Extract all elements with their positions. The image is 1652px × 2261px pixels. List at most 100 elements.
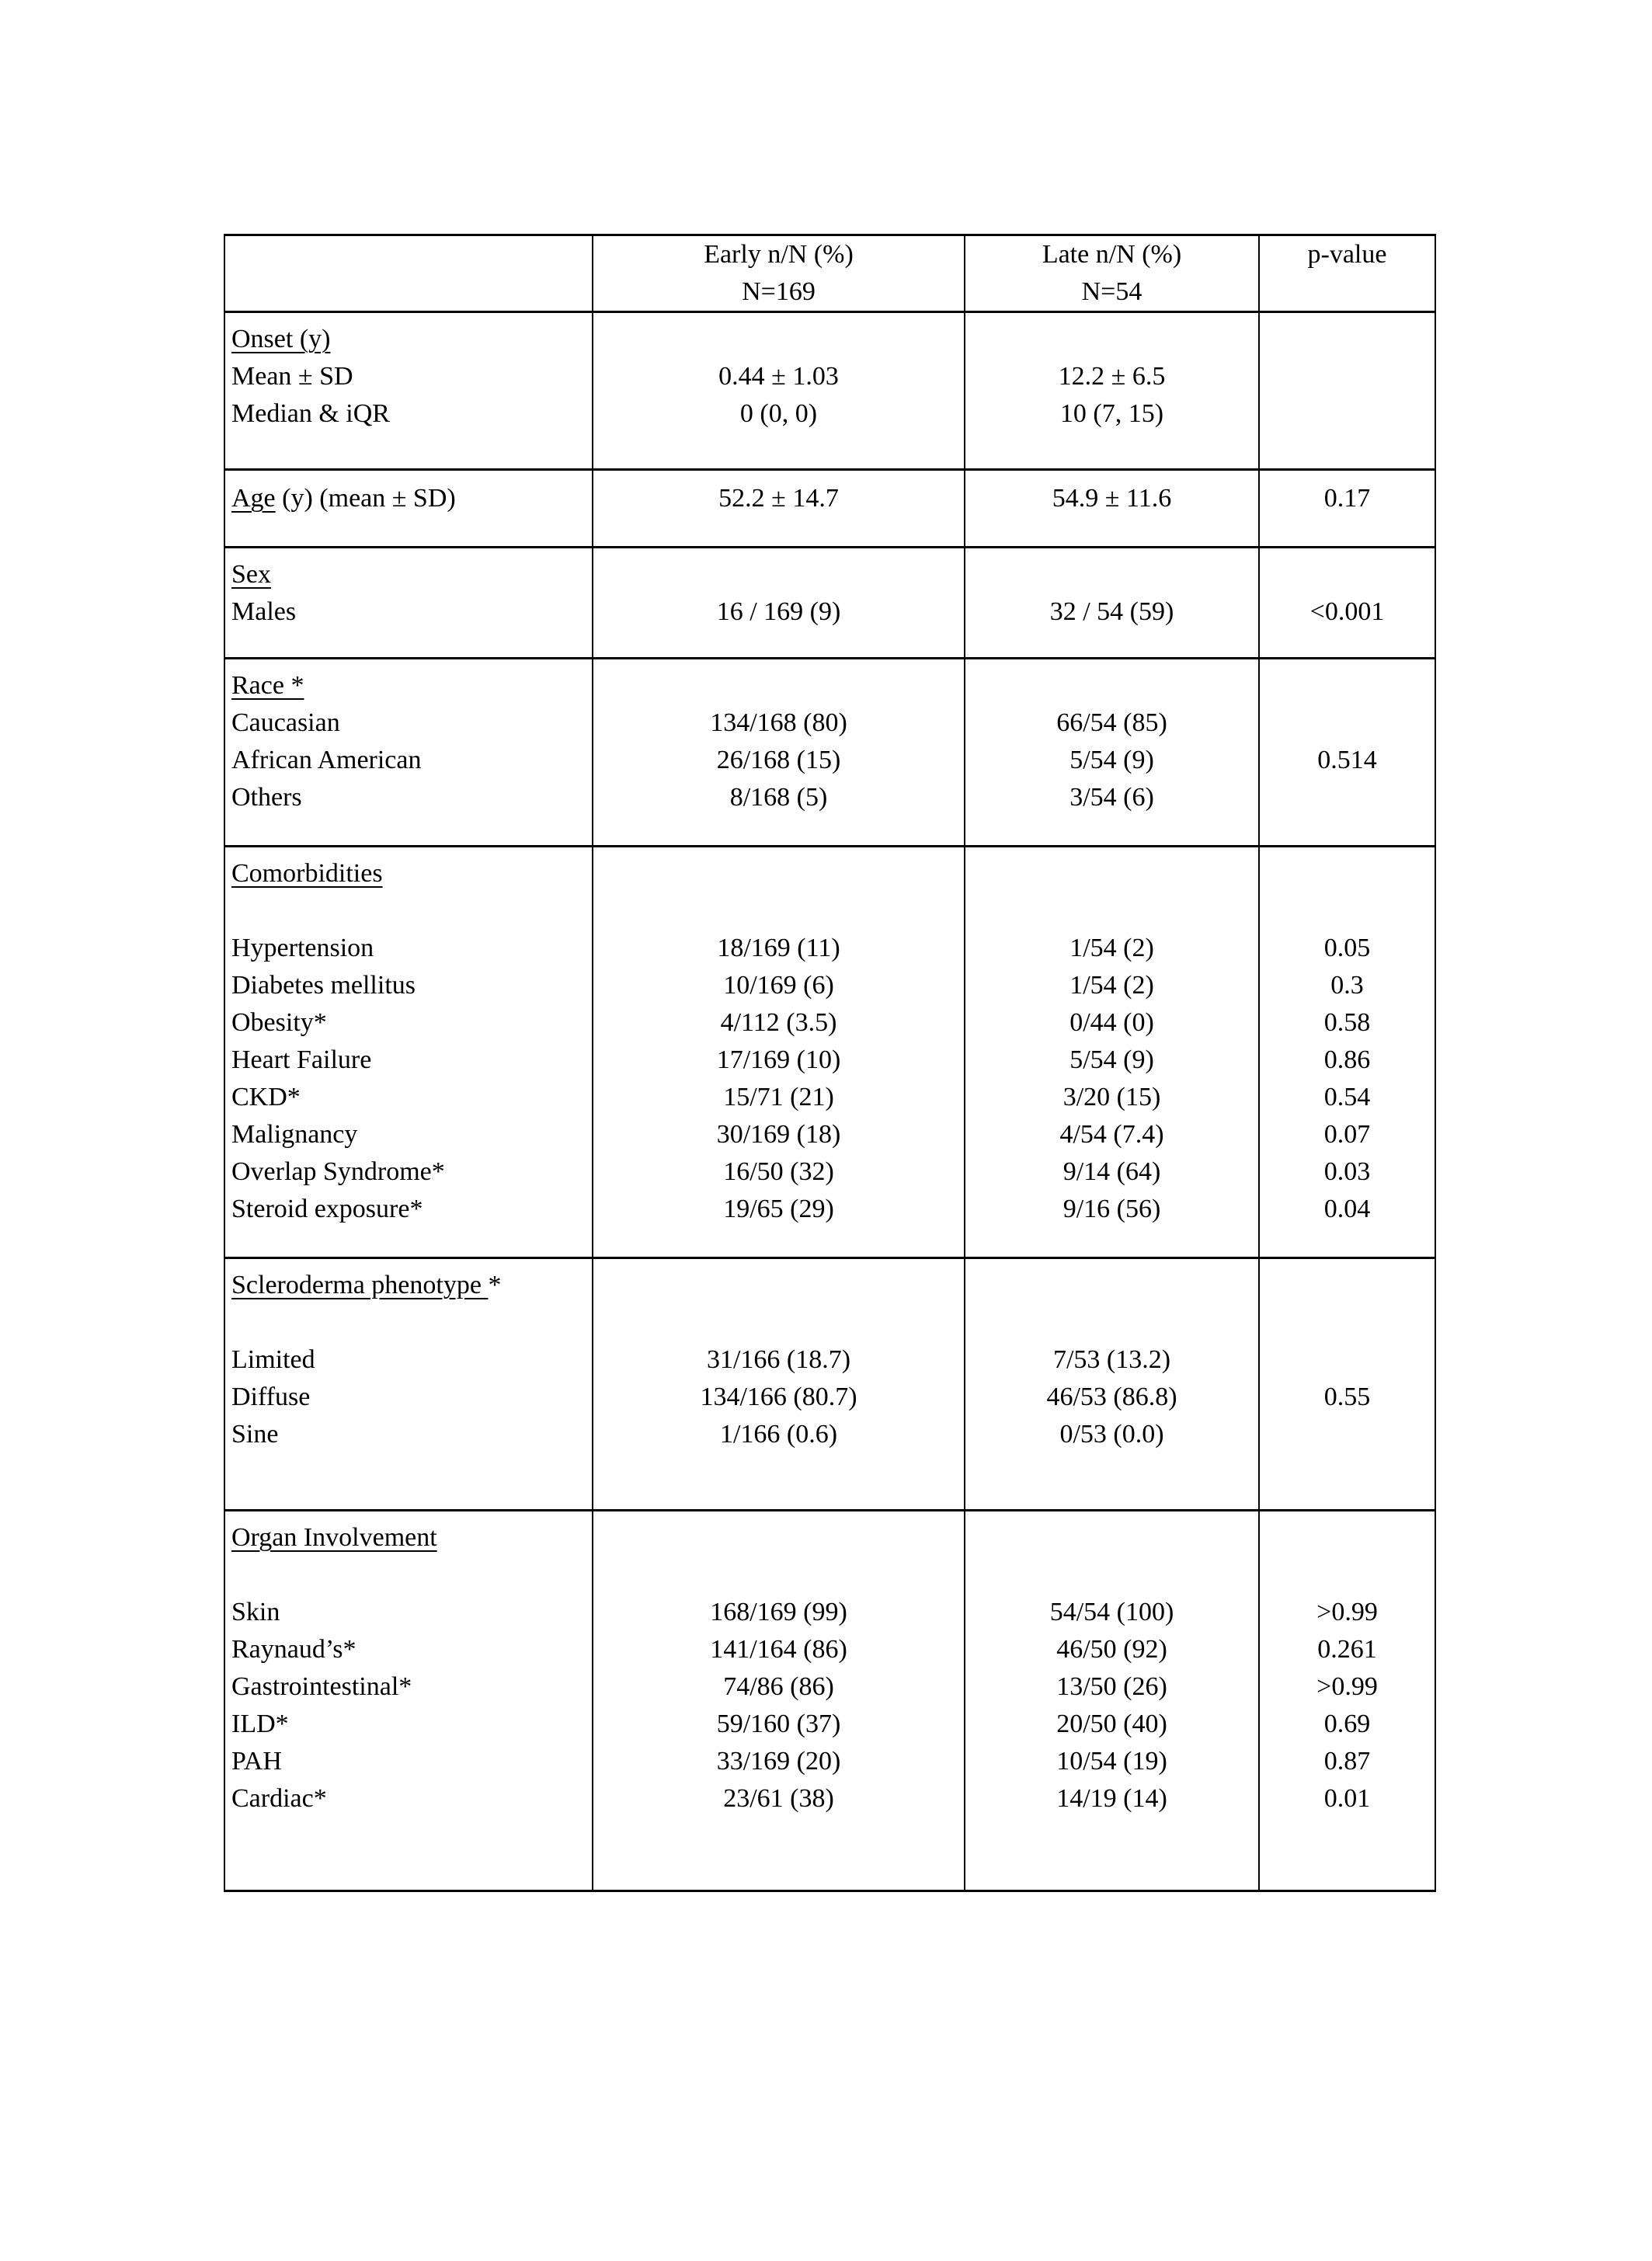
organ-early-cell: 168/169 (99) 141/164 (86) 74/86 (86) 59/160… [592, 1509, 965, 1892]
cell-line: 14/19 (14) [1056, 1784, 1167, 1813]
cell-line: 10/54 (19) [1056, 1747, 1167, 1776]
cell-line: 16/50 (32) [723, 1157, 834, 1186]
cell-line [1266, 779, 1428, 816]
cell-line: Mean ± SD [231, 362, 353, 391]
cell-line: Overlap Syndrome* [231, 1157, 445, 1186]
cell-line: 4/112 (3.5) [720, 1008, 837, 1037]
cell-line: 0.17 [1323, 484, 1371, 513]
cell-line: Organ Involvement [231, 1519, 586, 1557]
cell-line: 0.69 [1323, 1710, 1371, 1738]
cell-line: 0/44 (0) [1069, 1008, 1154, 1037]
cell-line: Limited [231, 1345, 315, 1374]
cell-line [972, 667, 1252, 704]
age-pvalue-cell: 0.17 [1258, 468, 1436, 548]
cell-line: Caucasian [231, 708, 340, 737]
cell-line: N=54 [1081, 277, 1142, 306]
cell-line: PAH [231, 1747, 282, 1776]
cell-line [1266, 1416, 1428, 1453]
cell-line [1266, 1557, 1428, 1594]
cell-line [1266, 556, 1428, 593]
cell-line [972, 321, 1252, 358]
cell-line: 19/65 (29) [723, 1195, 834, 1223]
cell-line: Onset (y) [231, 321, 586, 358]
cell-line: Hypertension [231, 934, 374, 962]
cell-line: Late n/N (%) [1042, 240, 1182, 269]
cell-line: Sex [231, 556, 586, 593]
section-row-race: Race * Caucasian African American Others 13… [224, 657, 1436, 847]
cell-line [600, 1519, 958, 1557]
cell-line [231, 238, 586, 274]
sex-pvalue-cell: <0.001 [1258, 546, 1436, 659]
cell-line: 0/53 (0.0) [1059, 1420, 1164, 1449]
cell-line: 12.2 ± 6.5 [1058, 362, 1166, 391]
sex-label-cell: Sex Males [224, 546, 593, 659]
section-row-organ-involvement: Organ Involvement Skin Raynaud’s* Gastroin… [224, 1509, 1436, 1892]
cell-line: 168/169 (99) [710, 1598, 847, 1626]
cell-line: Diabetes mellitus [231, 971, 416, 1000]
cell-line: 134/166 (80.7) [700, 1383, 857, 1411]
cell-line: 0.04 [1323, 1195, 1371, 1223]
race-early-cell: 134/168 (80) 26/168 (15) 8/168 (5) [592, 657, 965, 847]
cell-line: 10 (7, 15) [1059, 399, 1164, 428]
cell-line [1266, 855, 1428, 892]
cell-line: Race * [231, 667, 586, 704]
header-pvalue-cell: p-value [1258, 234, 1436, 313]
section-row-onset: Onset (y) Mean ± SD Median & iQR 0.44 ± 1.… [224, 311, 1436, 471]
cell-line [231, 1304, 586, 1341]
section-row-age: Age (y) (mean ± SD) 52.2 ± 14.7 54.9 ± 1… [224, 468, 1436, 548]
section-row-sex: Sex Males 16 / 169 (9) 32 / 54 (59) <0.00… [224, 546, 1436, 659]
onset-late-cell: 12.2 ± 6.5 10 (7, 15) [964, 311, 1260, 471]
cell-line: 7/53 (13.2) [1052, 1345, 1171, 1374]
cell-line [972, 1557, 1252, 1594]
cell-line: >0.99 [1316, 1598, 1378, 1626]
organ-label-cell: Organ Involvement Skin Raynaud’s* Gastroin… [224, 1509, 593, 1892]
cell-line: 20/50 (40) [1056, 1710, 1167, 1738]
cell-line [972, 1519, 1252, 1557]
cell-line [231, 1557, 586, 1594]
cell-line: 0.07 [1323, 1120, 1371, 1149]
underlined-text: Race * [231, 671, 304, 700]
header-empty-cell [224, 234, 593, 313]
cell-line: 74/86 (86) [723, 1672, 834, 1701]
age-label-cell: Age (y) (mean ± SD) [224, 468, 593, 548]
cell-line: 66/54 (85) [1056, 708, 1167, 737]
cell-line: 26/168 (15) [716, 746, 841, 774]
cell-line: Median & iQR [231, 399, 390, 428]
cell-line: N=169 [742, 277, 816, 306]
underlined-text: Organ Involvement [231, 1523, 437, 1552]
cell-line: 8/168 (5) [729, 783, 828, 812]
cell-line: 3/54 (6) [1069, 783, 1154, 812]
cell-line: 30/169 (18) [716, 1120, 841, 1149]
cell-line [1266, 704, 1428, 742]
table-header-row: Early n/N (%) N=169 Late n/N (%) N=54 p-va… [224, 234, 1436, 313]
organ-late-cell: 54/54 (100) 46/50 (92) 13/50 (26) 20/50 (40… [964, 1509, 1260, 1892]
cell-line: Males [231, 597, 297, 626]
plain-text: * [488, 1271, 502, 1299]
cell-line: 0.261 [1317, 1635, 1377, 1664]
cell-line: 17/169 (10) [716, 1045, 841, 1074]
cell-line [1266, 1304, 1428, 1341]
cell-line: African American [231, 746, 422, 774]
cell-line: 141/164 (86) [710, 1635, 847, 1664]
cell-line: ILD* [231, 1710, 289, 1738]
scleroderma-pvalue-cell: 0.55 [1258, 1257, 1436, 1511]
cell-line: 0.3 [1330, 971, 1364, 1000]
cell-line: Obesity* [231, 1008, 327, 1037]
onset-pvalue-cell [1258, 311, 1436, 471]
cell-line: 46/50 (92) [1056, 1635, 1167, 1664]
cell-line: p-value [1307, 240, 1387, 269]
cell-line: 54/54 (100) [1049, 1598, 1174, 1626]
cell-line [600, 1557, 958, 1594]
underlined-text: Sex [231, 560, 271, 589]
cell-line: 0.05 [1323, 934, 1371, 962]
cell-line: 3/20 (15) [1062, 1083, 1161, 1111]
cell-line: Gastrointestinal* [231, 1672, 412, 1701]
cell-line: 0.44 ± 1.03 [718, 362, 839, 391]
header-early-cell: Early n/N (%) N=169 [592, 234, 965, 313]
cell-line: 1/54 (2) [1069, 971, 1154, 1000]
clinical-characteristics-table: Early n/N (%) N=169 Late n/N (%) N=54 p-va… [224, 234, 1436, 1892]
sex-late-cell: 32 / 54 (59) [964, 546, 1260, 659]
comorbidities-late-cell: 1/54 (2) 1/54 (2) 0/44 (0) 5/54 (9) 3/20 (15… [964, 845, 1260, 1259]
cell-line: >0.99 [1316, 1672, 1378, 1701]
